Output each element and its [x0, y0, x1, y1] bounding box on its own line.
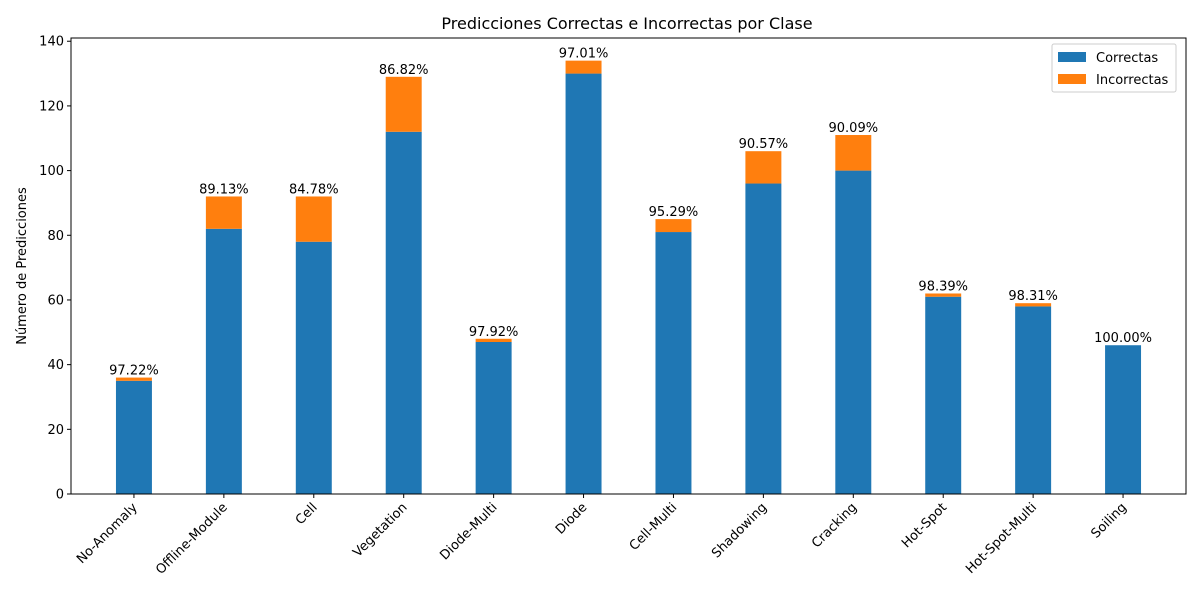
bar-correctas-cell [295, 241, 332, 494]
y-tick-label: 20 [47, 423, 64, 438]
percentage-label: 97.01% [559, 47, 609, 62]
x-tick-label: Vegetation [350, 500, 410, 560]
bar-correctas-hot-spot [925, 296, 962, 494]
bar-incorrectas-diode [565, 60, 602, 74]
legend-label-incorrectas: Incorrectas [1096, 73, 1169, 88]
bar-incorrectas-cell-multi [655, 219, 692, 233]
percentage-label: 97.22% [109, 364, 159, 379]
y-tick-label: 100 [39, 164, 64, 179]
x-tick-label: Diode-Multi [437, 500, 500, 563]
x-tick-label: Hot-Spot-Multi [963, 500, 1040, 577]
bar-correctas-offline-module [205, 228, 242, 494]
bar-incorrectas-vegetation [385, 76, 422, 132]
bar-incorrectas-hot-spot [925, 293, 962, 297]
bar-incorrectas-cell [295, 196, 332, 242]
bar-correctas-no-anomaly [115, 380, 152, 494]
y-tick-label: 140 [39, 35, 64, 50]
chart-title: Predicciones Correctas e Incorrectas por… [441, 14, 812, 33]
bar-incorrectas-offline-module [205, 196, 242, 229]
bars-group [115, 60, 1142, 495]
bar-correctas-hot-spot-multi [1015, 306, 1052, 494]
x-tick-label: No-Anomaly [74, 500, 141, 567]
legend-label-correctas: Correctas [1096, 51, 1158, 66]
percentage-label: 98.39% [918, 279, 968, 294]
percentage-label: 89.13% [199, 182, 249, 197]
y-tick-label: 120 [39, 99, 64, 114]
x-tick-label: Soiling [1088, 500, 1129, 541]
legend: Correctas Incorrectas [1051, 43, 1177, 93]
bar-correctas-cracking [835, 170, 872, 494]
bar-correctas-soiling [1105, 345, 1142, 494]
percentage-label: 86.82% [379, 63, 429, 78]
y-tick-label: 0 [56, 488, 64, 503]
bar-incorrectas-no-anomaly [115, 377, 152, 381]
percentage-label: 98.31% [1008, 289, 1058, 304]
bar-incorrectas-hot-spot-multi [1015, 303, 1052, 307]
bar-incorrectas-shadowing [745, 151, 782, 184]
x-tick-label: Hot-Spot [899, 500, 950, 551]
y-tick-label: 60 [47, 293, 64, 308]
bar-correctas-diode-multi [475, 342, 512, 494]
bar-incorrectas-diode-multi [475, 338, 512, 342]
percentage-label: 100.00% [1094, 331, 1152, 346]
y-tick-label: 80 [47, 229, 64, 244]
bar-correctas-vegetation [385, 131, 422, 495]
y-axis-label: Número de Predicciones [15, 187, 30, 345]
percentage-label: 84.78% [289, 182, 339, 197]
x-tick-label: Cracking [809, 500, 860, 551]
y-tick-label: 40 [47, 358, 64, 373]
plot-frame [70, 37, 1187, 495]
bar-correctas-cell-multi [655, 232, 692, 495]
percentage-labels: 97.22% 89.13% 84.78% 86.82% 97.92% 97.01% 95.2… [109, 47, 1152, 379]
percentage-label: 95.29% [649, 205, 699, 220]
percentage-label: 97.92% [469, 325, 519, 340]
bar-incorrectas-cracking [835, 135, 872, 171]
x-tick-label: Diode [553, 500, 590, 537]
legend-swatch-incorrectas [1058, 74, 1086, 84]
percentage-label: 90.09% [829, 121, 879, 136]
x-tick-label: Shadowing [709, 500, 770, 561]
x-tick-label: Offline-Module [153, 500, 231, 578]
x-tick-label: Cell [293, 500, 321, 528]
percentage-label: 90.57% [739, 137, 789, 152]
bar-correctas-diode [565, 73, 602, 494]
legend-swatch-correctas [1058, 52, 1086, 62]
bar-correctas-shadowing [745, 183, 782, 494]
x-tick-label: Cell-Multi [627, 500, 681, 554]
